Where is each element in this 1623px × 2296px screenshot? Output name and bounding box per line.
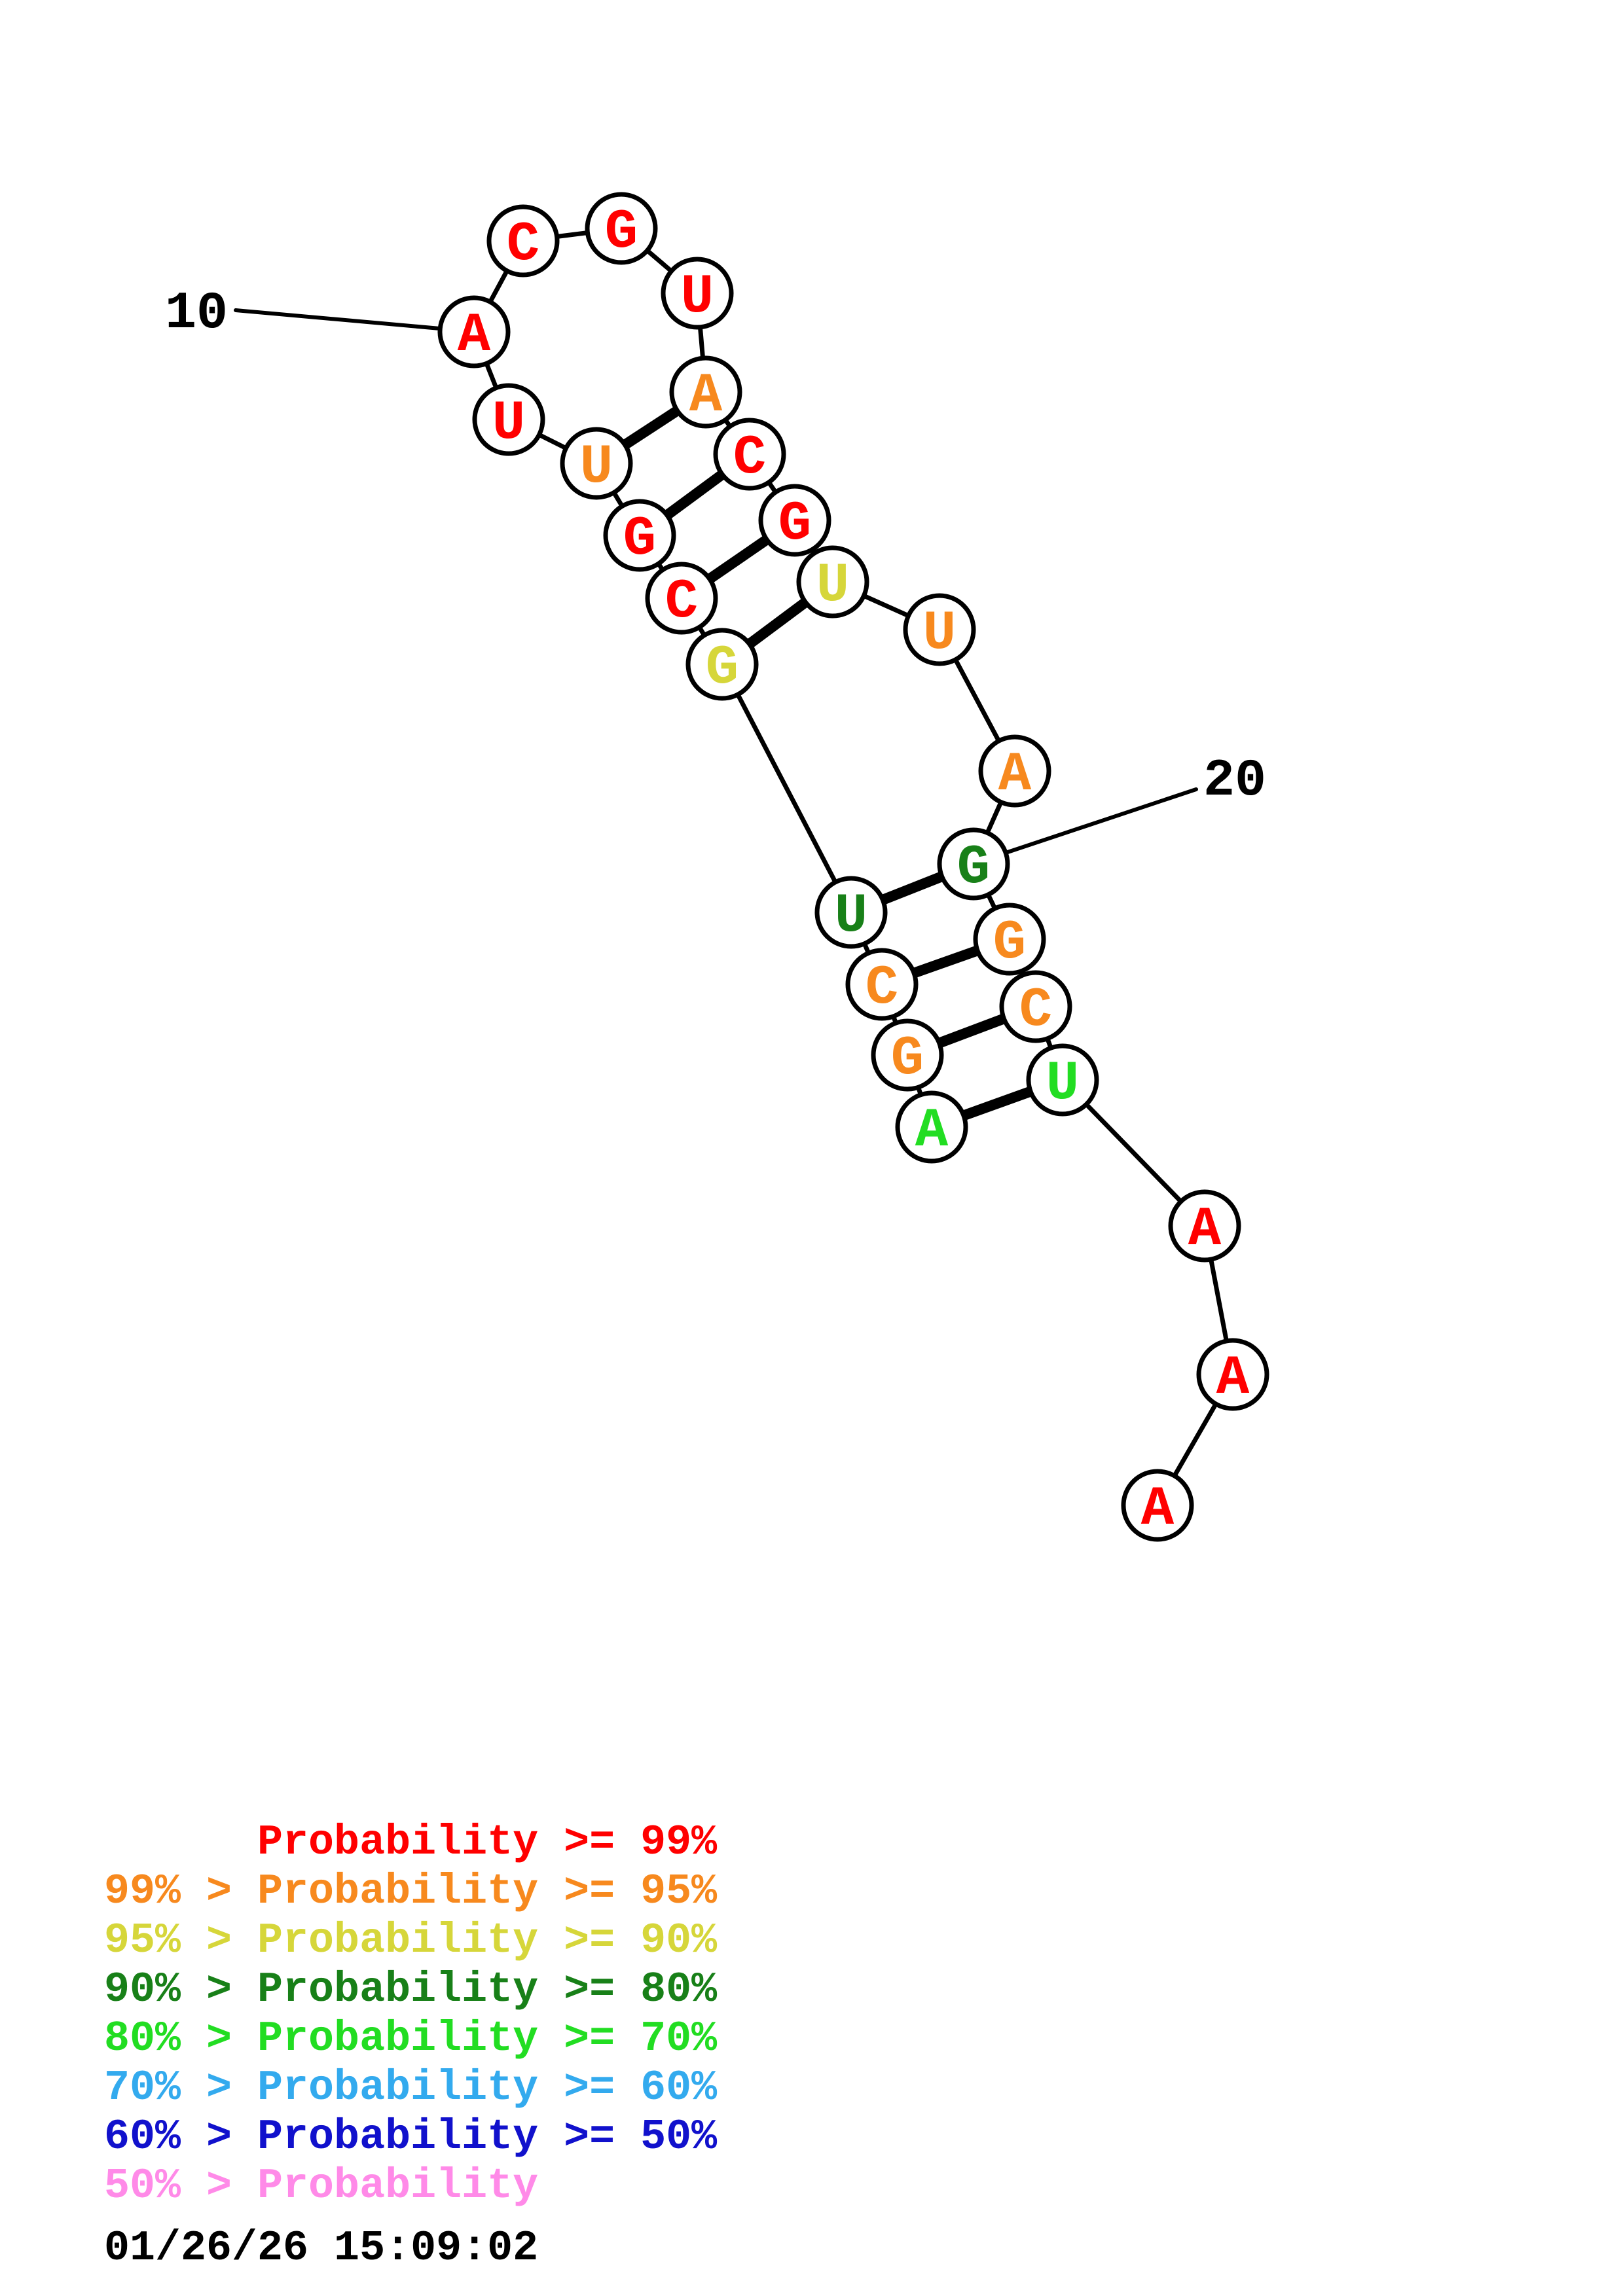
nucleotide-base-20-G: G — [957, 837, 990, 899]
nucleotide-circle-10 — [437, 295, 511, 368]
legend-line-2: 99% > Probability >= 95% — [104, 1867, 718, 1916]
nucleotide-circle-26 — [1121, 1469, 1194, 1542]
nucleotide-circle-19 — [978, 734, 1051, 808]
nucleotide-base-10-A: A — [458, 305, 491, 367]
nucleotide-base-13-U: U — [681, 266, 714, 329]
nucleotide-base-18-U: U — [923, 603, 956, 665]
nucleotide-circle-2 — [871, 1018, 944, 1092]
legend-line-8: 50% > Probability — [104, 2162, 539, 2210]
nucleotide-base-15-C: C — [733, 427, 766, 490]
legend-line-4: 90% > Probability >= 80% — [104, 1965, 718, 2014]
nucleotide-base-2-G: G — [891, 1028, 924, 1090]
nucleotide-base-6-C: C — [665, 571, 698, 634]
nucleotide-base-21-G: G — [993, 912, 1026, 975]
nucleotide-circle-20 — [937, 827, 1010, 901]
timestamp: 01/26/26 15:09:02 — [104, 2224, 539, 2272]
nucleotide-circle-14 — [669, 355, 742, 429]
nucleotide-circle-16 — [758, 484, 831, 557]
legend-line-1: Probability >= 99% — [104, 1818, 718, 1867]
label-leader-10 — [234, 308, 442, 331]
sequence-number-label-20: 20 — [1203, 751, 1266, 811]
nucleotide-base-23-U: U — [1046, 1053, 1079, 1115]
label-leader-20 — [1004, 787, 1198, 855]
nucleotide-circle-12 — [585, 192, 658, 265]
nucleotide-base-22-C: C — [1019, 980, 1052, 1042]
nucleotide-base-11-C: C — [507, 214, 539, 276]
nucleotide-base-16-G: G — [778, 493, 811, 556]
nucleotide-circle-21 — [973, 903, 1046, 976]
nucleotide-circle-3 — [845, 948, 919, 1021]
nucleotide-base-4-U: U — [835, 886, 867, 948]
nucleotide-base-3-C: C — [866, 958, 898, 1020]
nucleotide-circle-8 — [560, 427, 633, 500]
legend-line-6: 70% > Probability >= 60% — [104, 2064, 718, 2112]
legend-line-5: 80% > Probability >= 70% — [104, 2015, 718, 2063]
nucleotide-circle-22 — [999, 970, 1072, 1043]
nucleotide-base-26-A: A — [1141, 1479, 1175, 1541]
nucleotide-circle-1 — [895, 1090, 968, 1164]
nucleotide-circle-11 — [486, 204, 560, 278]
nucleotide-base-14-A: A — [689, 365, 723, 427]
nucleotide-base-7-G: G — [623, 509, 656, 571]
nucleotide-circle-6 — [645, 562, 718, 635]
nucleotide-base-8-U: U — [580, 437, 613, 499]
nucleotide-base-9-U: U — [492, 393, 525, 455]
nucleotide-base-1-A: A — [915, 1100, 949, 1162]
nucleotide-base-5-G: G — [706, 637, 739, 700]
nucleotide-circle-25 — [1196, 1338, 1269, 1411]
nucleotide-circle-13 — [661, 257, 734, 330]
nucleotide-circle-9 — [472, 383, 545, 456]
nucleotide-circle-7 — [603, 499, 676, 572]
legend-line-7: 60% > Probability >= 50% — [104, 2113, 718, 2161]
nucleotide-base-25-A: A — [1216, 1348, 1250, 1410]
legend-line-3: 95% > Probability >= 90% — [104, 1916, 718, 1965]
nucleotide-base-12-G: G — [605, 202, 638, 264]
nucleotide-base-24-A: A — [1188, 1199, 1222, 1261]
nucleotide-circle-15 — [713, 418, 786, 491]
nucleotide-base-19-A: A — [998, 744, 1032, 806]
probability-legend: Probability >= 99% 99% > Probability >= 9… — [104, 1818, 717, 2211]
nucleotide-circle-4 — [814, 876, 888, 949]
backbone-link-4-5 — [720, 662, 854, 915]
nucleotide-circle-18 — [903, 593, 976, 666]
nucleotide-circle-5 — [685, 628, 759, 701]
sequence-number-label-10: 10 — [165, 284, 228, 344]
nucleotide-circle-24 — [1168, 1189, 1241, 1263]
nucleotide-circle-23 — [1026, 1043, 1099, 1117]
nucleotide-base-17-U: U — [816, 555, 849, 617]
nucleotide-circle-17 — [796, 545, 869, 619]
